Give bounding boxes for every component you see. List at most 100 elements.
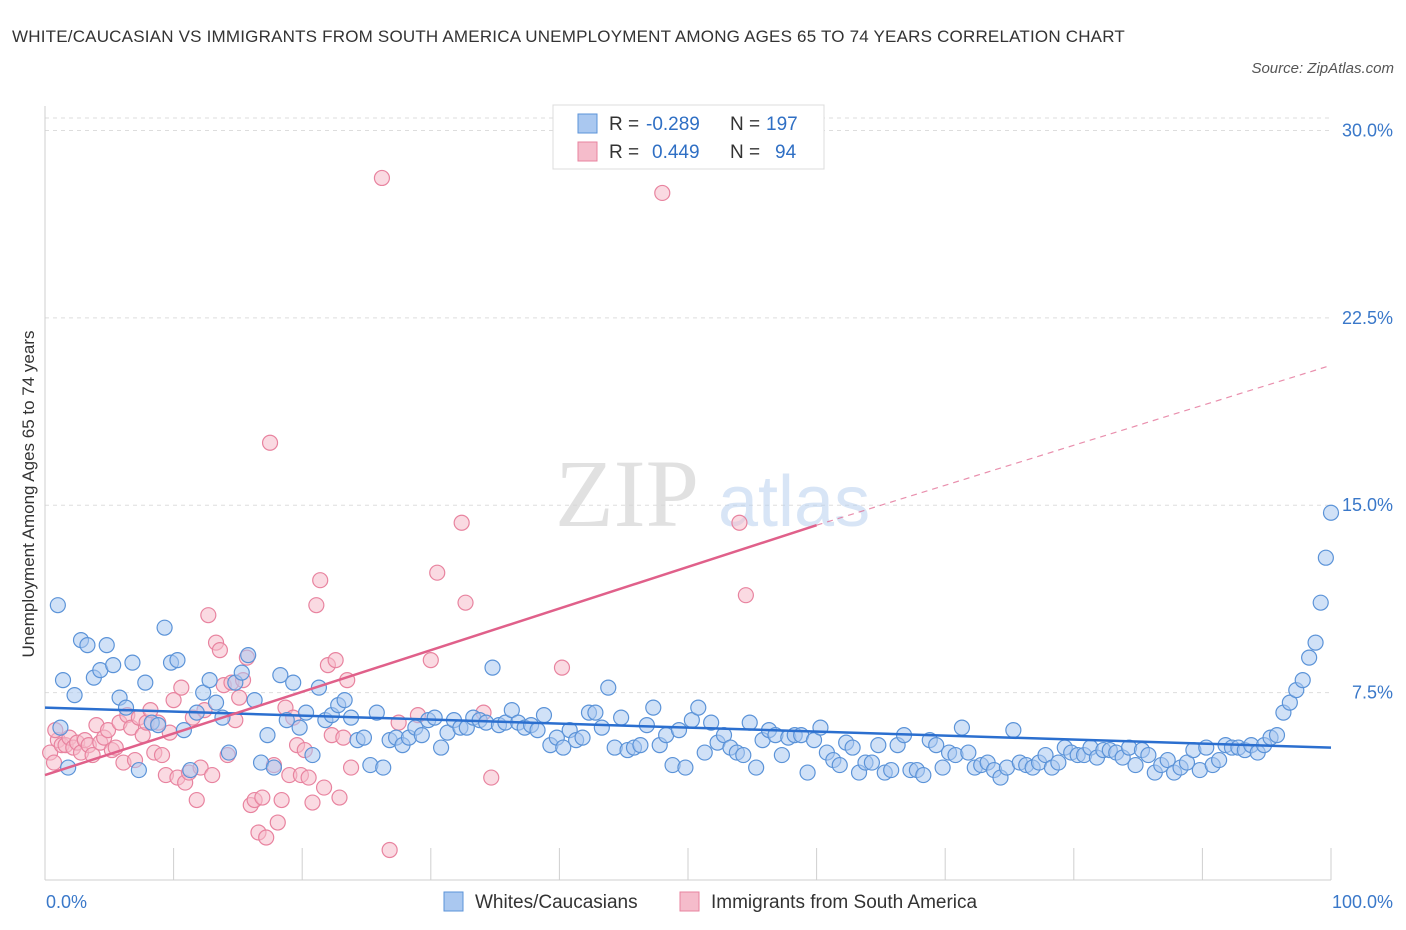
point-whites: [304, 746, 321, 764]
point-immigrants: [327, 652, 344, 669]
point-immigrants: [204, 766, 221, 784]
point-whites: [593, 719, 610, 736]
point-whites: [587, 704, 604, 721]
x-tick-label: 0.0%: [46, 892, 87, 912]
y-tick-label: 15.0%: [1342, 495, 1393, 515]
point-whites: [915, 766, 932, 784]
point-whites: [863, 754, 880, 771]
point-immigrants: [211, 642, 228, 659]
point-whites: [1140, 746, 1157, 764]
point-whites: [1307, 634, 1324, 651]
point-whites: [600, 679, 617, 696]
point-whites: [690, 699, 707, 716]
point-whites: [1005, 721, 1022, 739]
series-whites-points: [49, 504, 1340, 786]
point-whites: [645, 699, 662, 716]
legend-n-value-2: 94: [775, 142, 797, 163]
legend-r-label-2: R =: [609, 142, 639, 163]
point-whites: [1317, 549, 1334, 566]
point-whites: [1301, 649, 1318, 666]
point-immigrants: [269, 814, 286, 831]
point-immigrants: [173, 679, 190, 696]
point-whites: [182, 761, 199, 779]
legend-swatch-blue: [577, 113, 598, 134]
point-whites: [79, 637, 96, 654]
chart-title: WHITE/CAUCASIAN VS IMMIGRANTS FROM SOUTH…: [12, 27, 1125, 46]
point-immigrants: [422, 652, 439, 669]
trend-line-immigrants-extension: [816, 364, 1332, 526]
point-whites: [696, 744, 713, 761]
point-whites: [285, 674, 302, 691]
point-whites: [265, 759, 283, 776]
point-whites: [677, 759, 694, 776]
point-whites: [529, 721, 546, 739]
point-whites: [574, 729, 591, 746]
point-whites: [748, 759, 765, 776]
point-whites: [66, 687, 83, 704]
legend-n-label-1: N =: [730, 114, 760, 135]
point-whites: [426, 709, 443, 726]
point-whites: [799, 764, 816, 781]
point-whites: [960, 744, 977, 761]
point-immigrants: [731, 514, 748, 531]
point-immigrants: [188, 791, 205, 809]
point-whites: [883, 761, 900, 779]
point-immigrants: [429, 564, 446, 581]
point-whites: [124, 654, 141, 671]
point-whites: [137, 674, 154, 691]
trend-line-immigrants: [44, 524, 817, 777]
point-whites: [233, 664, 250, 681]
point-immigrants: [312, 572, 329, 589]
point-whites: [54, 672, 72, 689]
point-whites: [670, 721, 688, 739]
bottom-legend-swatch-blue: [443, 891, 464, 912]
point-immigrants: [737, 587, 754, 604]
legend-r-value-1: -0.289: [646, 114, 700, 135]
point-whites: [934, 759, 951, 776]
point-immigrants: [342, 759, 360, 776]
point-whites: [1322, 504, 1340, 521]
point-whites: [259, 726, 276, 744]
point-immigrants: [153, 746, 171, 764]
y-tick-label: 30.0%: [1342, 120, 1393, 140]
point-whites: [413, 726, 430, 744]
point-whites: [150, 717, 167, 734]
y-axis-title: Unemployment Among Ages 65 to 74 years: [19, 331, 38, 658]
point-whites: [240, 647, 257, 664]
point-whites: [156, 619, 173, 636]
point-whites: [1312, 594, 1329, 611]
tick-labels: 7.5% 15.0% 22.5% 30.0% 0.0% 100.0%: [46, 120, 1393, 912]
point-whites: [613, 709, 630, 726]
point-whites: [272, 667, 289, 684]
legend-r-value-2: 0.449: [652, 142, 700, 163]
legend-swatch-pink: [577, 141, 598, 162]
point-whites: [831, 756, 848, 774]
point-immigrants: [304, 794, 321, 811]
point-whites: [169, 652, 186, 669]
point-whites: [98, 637, 115, 654]
point-whites: [297, 704, 315, 721]
point-immigrants: [45, 754, 63, 771]
point-immigrants: [261, 434, 279, 451]
point-whites: [432, 739, 450, 756]
point-whites: [1211, 751, 1228, 769]
point-whites: [201, 672, 218, 689]
point-whites: [741, 714, 758, 731]
point-immigrants: [553, 659, 571, 676]
point-immigrants: [373, 169, 391, 187]
point-immigrants: [258, 829, 275, 846]
point-whites: [703, 714, 720, 731]
point-whites: [844, 739, 861, 756]
y-tick-label: 22.5%: [1342, 308, 1393, 328]
point-whites: [1178, 754, 1196, 771]
point-whites: [375, 759, 392, 776]
point-whites: [49, 597, 66, 614]
point-whites: [735, 746, 752, 764]
point-whites: [368, 704, 385, 721]
bottom-legend-label-whites: Whites/Caucasians: [475, 892, 638, 913]
point-immigrants: [165, 692, 182, 709]
point-whites: [503, 702, 520, 719]
x-tick-label: 100.0%: [1332, 892, 1393, 912]
point-immigrants: [654, 184, 671, 202]
point-whites: [130, 761, 147, 779]
